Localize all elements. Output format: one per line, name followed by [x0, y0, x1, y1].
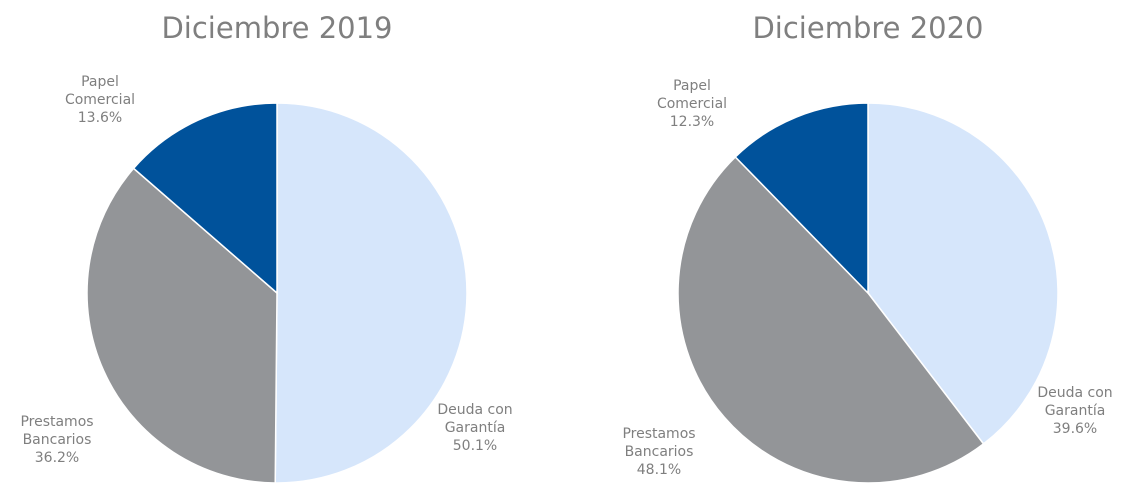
slice-category: Prestamos Bancarios: [622, 426, 696, 460]
slice-category: Papel Comercial: [64, 74, 136, 108]
slice-label: Deuda con Garantía 39.6%: [1027, 384, 1123, 438]
slice-category: Deuda con Garantía: [1037, 385, 1113, 419]
slice-label: Papel Comercial 12.3%: [644, 77, 740, 131]
slice-value: 50.1%: [452, 438, 498, 454]
slice-label: Prestamos Bancarios 48.1%: [611, 425, 707, 479]
slice-value: 48.1%: [636, 462, 682, 478]
pie-slice: [132, 102, 278, 295]
slice-value: 13.6%: [77, 110, 123, 126]
chart-title: Diciembre 2020: [752, 11, 983, 45]
slice-category: Prestamos Bancarios: [20, 414, 94, 448]
chart-title: Diciembre 2019: [161, 11, 392, 45]
pie-slice: [867, 102, 1059, 445]
pie-slice: [677, 155, 985, 484]
slice-label: Deuda con Garantía 50.1%: [427, 401, 523, 455]
slice-value: 36.2%: [34, 450, 80, 466]
pie-slice: [274, 102, 468, 484]
slice-label: Prestamos Bancarios 36.2%: [9, 413, 105, 467]
slice-value: 12.3%: [669, 114, 715, 130]
pie-slice: [734, 102, 869, 295]
slice-label: Papel Comercial 13.6%: [52, 73, 148, 127]
slice-value: 39.6%: [1052, 421, 1098, 437]
slice-category: Deuda con Garantía: [437, 402, 513, 436]
slice-category: Papel Comercial: [656, 78, 728, 112]
pie-slice: [86, 167, 278, 484]
